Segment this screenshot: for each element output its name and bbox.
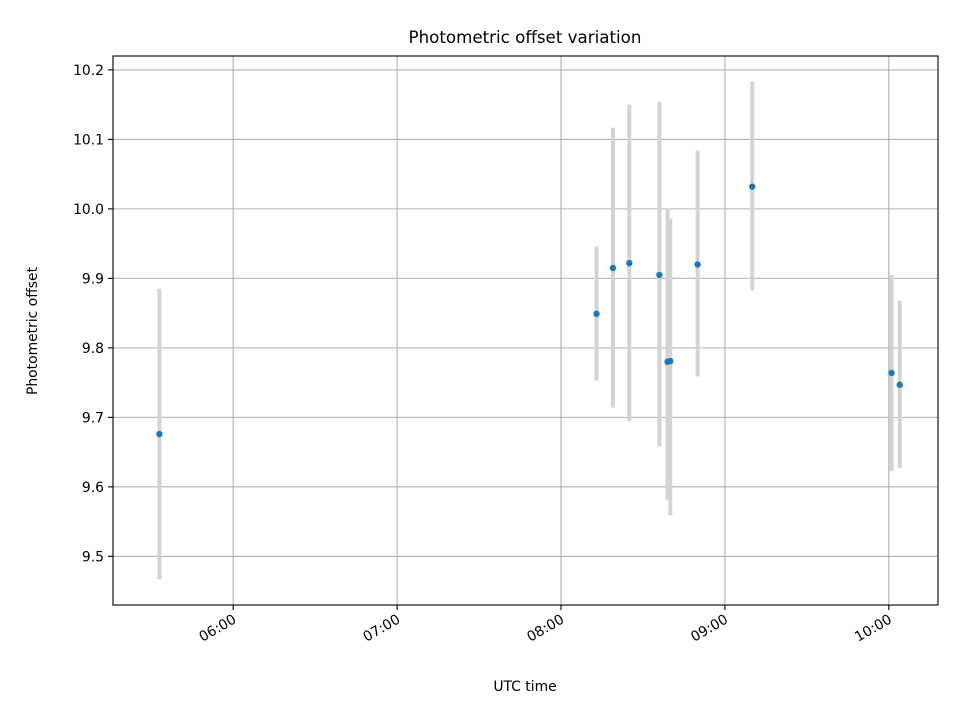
data-point [896, 381, 903, 388]
y-tick-label: 9.7 [82, 410, 104, 426]
data-point [593, 310, 600, 318]
data-point [656, 271, 663, 279]
data-point [626, 259, 633, 267]
axis-ticks: 06:00 07:00 08:00 09:00 10:00 9.5 9.6 9.7 9.8 9.9… [73, 63, 895, 646]
x-tick-label: 07:00 [360, 612, 403, 646]
x-tick-label: 06:00 [197, 612, 240, 646]
data-point [888, 369, 895, 377]
y-tick-label: 9.6 [82, 480, 104, 496]
x-tick-label: 10:00 [852, 612, 895, 646]
x-tick-label: 08:00 [524, 612, 567, 646]
y-tick-label: 9.8 [82, 341, 104, 357]
chart-title: Photometric offset variation [409, 27, 642, 47]
y-axis-label: Photometric offset [25, 266, 41, 395]
data-point [156, 430, 163, 438]
y-tick-label: 9.5 [82, 549, 104, 565]
y-tick-label: 10.0 [73, 202, 104, 218]
x-axis-label: UTC time [493, 679, 556, 695]
y-tick-label: 10.1 [73, 132, 104, 148]
y-tick-label: 9.9 [82, 271, 104, 287]
data-point [667, 357, 674, 365]
y-tick-label: 10.2 [73, 63, 104, 79]
data-point [609, 264, 617, 272]
error-bars [157, 81, 902, 580]
data-point [749, 183, 756, 190]
plot-frame [112, 55, 939, 606]
data-point [694, 261, 701, 268]
data-points [156, 183, 903, 438]
x-tick-label: 09:00 [688, 612, 731, 646]
grid-lines [113, 56, 938, 605]
